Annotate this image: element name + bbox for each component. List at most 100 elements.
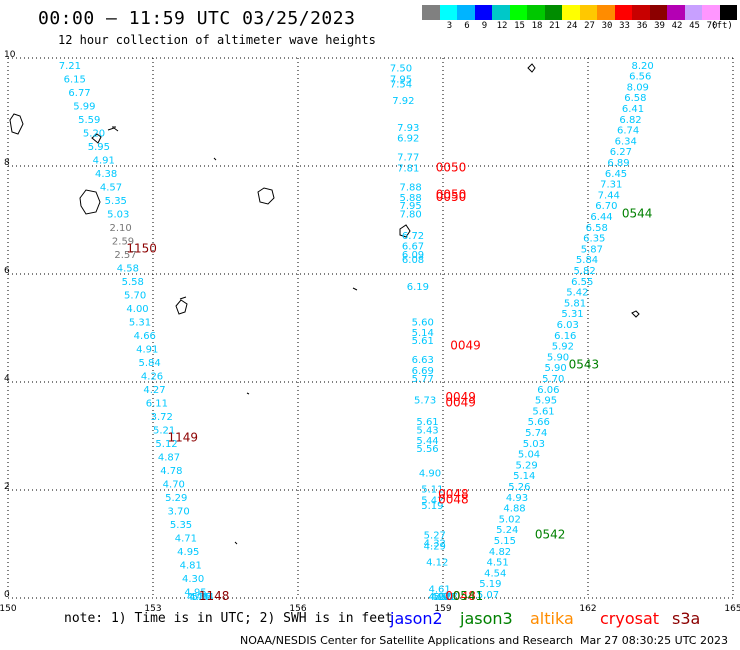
island-outline: [631, 310, 640, 318]
legend-tick-label: 6: [464, 21, 470, 31]
altimeter-tracks: 7.21 6.15 6.77 5.99 5.59 5.20 5.95 4.91 4.38 4.57…: [59, 61, 654, 603]
generated-timestamp: Mar 27 08:30:25 UTC 2023: [580, 634, 728, 647]
legend-swatch: [457, 5, 475, 20]
wave-height-value: 6.63: [412, 355, 434, 366]
wave-height-value: 6.35: [583, 234, 605, 245]
wave-height-value: 6.82: [619, 115, 641, 126]
page-title: 00:00 – 11:59 UTC 03/25/2023: [38, 8, 356, 29]
wave-height-value: 5.73: [414, 396, 436, 407]
wave-height-value: 5.87: [581, 244, 603, 255]
legend-swatch: [614, 5, 632, 20]
pass-time-labels: 1150114911480050005000500049004900490048…: [126, 160, 652, 603]
wave-height-value: 5.14: [412, 328, 434, 339]
satellite-legend-altika: altika: [530, 609, 574, 628]
wave-height-value: 5.81: [564, 298, 586, 309]
wave-height-value: 5.61: [416, 417, 438, 428]
wave-height-value: 5.59: [78, 115, 100, 126]
legend-swatch: [649, 5, 667, 20]
wave-height-value: 5.20: [83, 128, 105, 139]
legend-swatch: [509, 5, 527, 20]
wave-height-value: 5.56: [416, 444, 438, 455]
wave-height-value: 5.19: [421, 501, 443, 512]
wave-height-value: 5.35: [170, 520, 192, 531]
wave-height-value: 6.67: [402, 242, 424, 253]
wave-height-value: 4.51: [487, 558, 509, 569]
legend-tick-label: 18: [531, 21, 543, 31]
legend-swatch: [562, 5, 580, 20]
wave-height-value: 7.44: [598, 190, 620, 201]
wave-height-value: 7.80: [400, 209, 422, 220]
wave-height-value: 4.95: [177, 547, 199, 558]
legend-tick-label: 45: [689, 21, 700, 31]
wave-height-value: 6.15: [64, 74, 86, 85]
legend-swatch: [422, 5, 440, 20]
satellite-legend-cryosat: cryosat: [600, 609, 660, 628]
wave-height-value: 4.27: [143, 385, 165, 396]
wave-height-value: 5.12: [155, 439, 177, 450]
wave-height-value: 7.92: [392, 96, 414, 107]
wave-height-value: 4.71: [175, 533, 197, 544]
legend-tick-label: 42: [671, 21, 683, 31]
wave-height-value: 5.90: [545, 363, 567, 374]
wave-height-value: 7.50: [390, 64, 412, 75]
color-scale-legend: [422, 5, 737, 20]
legend-tick-label: 3: [446, 21, 453, 31]
wave-height-value: 5.15: [494, 536, 516, 547]
wave-height-value: 5.66: [528, 417, 550, 428]
wave-height-value: 7.31: [600, 180, 622, 191]
wave-height-value: 4.70: [163, 479, 185, 490]
wave-height-value: 6.41: [622, 104, 644, 115]
wave-height-value: 4.91: [429, 592, 451, 603]
y-tick-label: 2: [4, 482, 10, 492]
wave-height-value: 5.84: [576, 255, 598, 266]
wave-height-value: 7.95: [390, 74, 412, 85]
wave-height-value: 5.24: [496, 525, 518, 536]
wave-height-value: 5.26: [508, 482, 530, 493]
wave-height-value: 5.29: [516, 460, 538, 471]
legend-tick-label: 15: [514, 21, 525, 31]
legend-tick-label: 70: [706, 21, 718, 31]
wave-height-value: 2.10: [110, 223, 132, 234]
wave-height-value: 4.95: [184, 587, 206, 598]
pass-time-label: 0048: [438, 487, 469, 501]
wave-height-value: 5.27: [424, 531, 446, 542]
legend-tick-label: 39: [654, 21, 665, 31]
x-tick-label: 156: [289, 604, 306, 614]
wave-height-value: 5.70: [124, 290, 146, 301]
wave-height-value: 5.95: [535, 396, 557, 407]
wave-height-value: 4.29: [424, 541, 446, 552]
wave-height-value: 6.74: [617, 126, 639, 137]
wave-height-value: 5.70: [542, 374, 564, 385]
legend-swatch: [667, 5, 685, 20]
wave-height-value: 5.04: [518, 450, 540, 461]
pass-time-label: 0048: [438, 493, 469, 507]
wave-height-value: 5.58: [122, 277, 144, 288]
wave-height-value: 5.99: [73, 101, 95, 112]
wave-height-value: 5.88: [400, 193, 422, 204]
legend-tick-label: 24: [566, 21, 578, 31]
wave-height-value: 5.03: [523, 439, 545, 450]
cryosat-track-west: 7.21 6.15 6.77 5.99 5.59 5.20 5.95 4.91 4.38 4.57…: [59, 61, 214, 603]
wave-height-value: 5.14: [513, 471, 535, 482]
wave-height-value: 5.95: [88, 142, 110, 153]
wave-height-value: 5.61: [433, 592, 455, 603]
wave-height-value: 7.95: [400, 201, 422, 212]
legend-swatch: [492, 5, 510, 20]
wave-height-value: 2.57: [114, 250, 136, 261]
x-tick-label: 165: [724, 604, 740, 614]
x-tick-label: 162: [579, 604, 596, 614]
wave-height-value: 5.19: [479, 579, 501, 590]
wave-height-value: 4.78: [160, 466, 182, 477]
wave-height-value: 6.56: [629, 72, 651, 83]
legend-tick-label: 9: [481, 21, 488, 31]
legend-tick-label: 36: [636, 21, 648, 31]
wave-height-value: 4.36: [189, 592, 211, 603]
legend-swatch: [702, 5, 720, 20]
wave-height-value: 6.44: [590, 212, 612, 223]
satellite-legend-jason3: jason3: [460, 609, 513, 628]
island-outline: [91, 126, 119, 144]
pass-time-label: 1150: [126, 241, 157, 255]
map-gridlines: [7, 57, 734, 599]
wave-height-value: 4.38: [95, 169, 117, 180]
